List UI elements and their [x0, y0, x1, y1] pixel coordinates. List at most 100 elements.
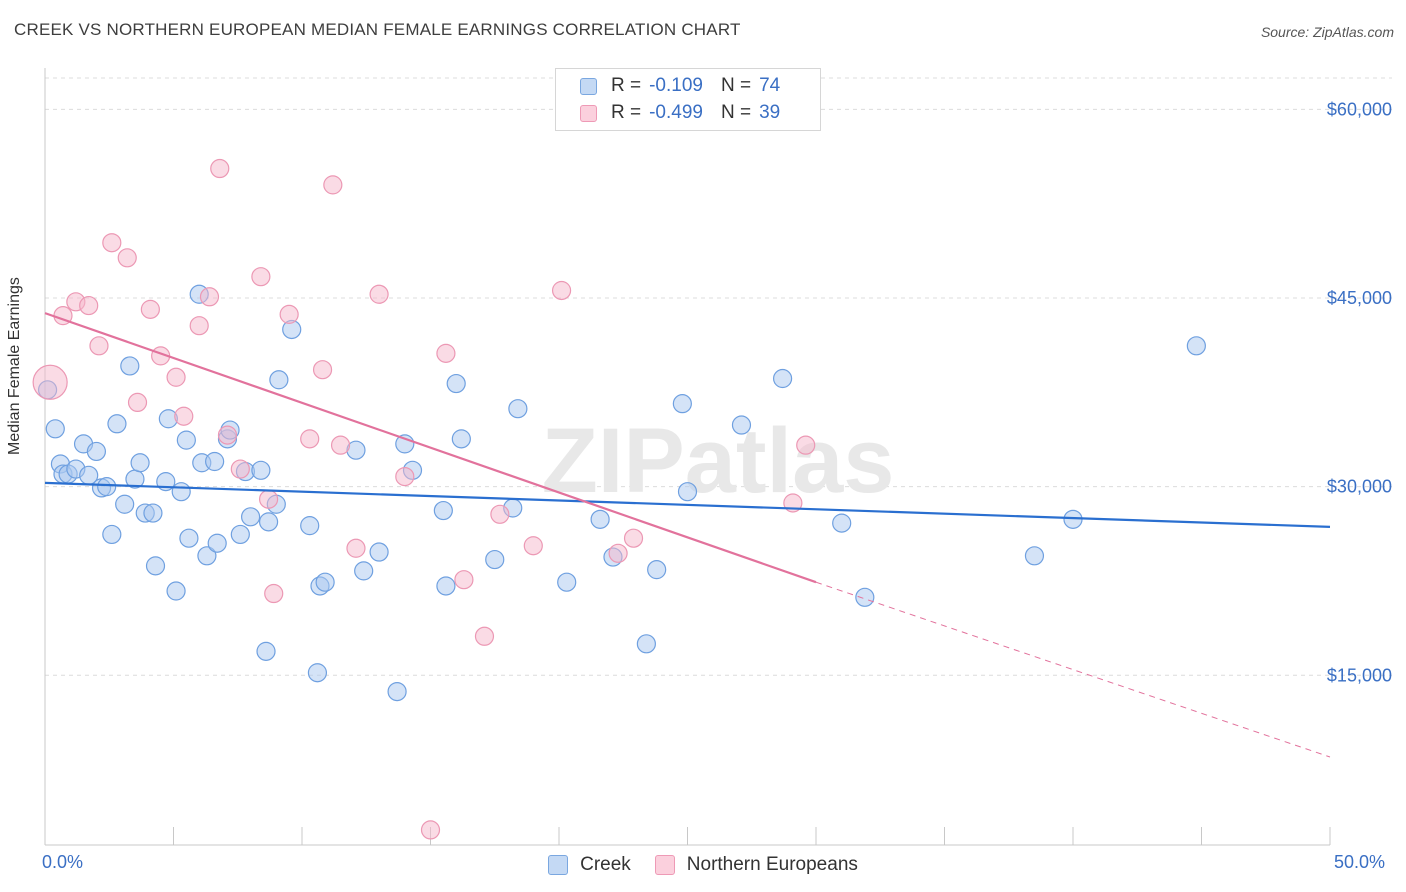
creek-point: [387, 681, 407, 702]
northern-swatch: [654, 855, 675, 875]
creek-point: [647, 560, 667, 580]
trend-lines: [44, 312, 1331, 758]
creek-point: [230, 524, 250, 545]
northern-point: [174, 406, 194, 426]
creek-point: [45, 419, 65, 439]
northern-trend-extension: [815, 581, 1331, 758]
legend-item-creek: Creek: [548, 854, 631, 876]
y-axis-label: Median Female Earnings: [6, 277, 23, 455]
creek-point: [130, 453, 150, 473]
creek-point: [772, 368, 793, 389]
stats-box: R = -0.109 N = 74 R = -0.499 N = 39: [555, 68, 821, 131]
northern-point: [79, 295, 99, 316]
creek-trend-line: [44, 481, 1331, 528]
creek-point: [1024, 546, 1045, 566]
creek-point: [731, 415, 752, 435]
northern-point: [217, 425, 238, 445]
northern-point: [608, 543, 628, 563]
northern-point: [117, 248, 137, 268]
creek-point: [300, 516, 320, 536]
northern-point: [140, 299, 160, 319]
creek-swatch: [548, 855, 569, 875]
y-tick-labels: $15,000 $30,000 $45,000 $60,000: [1327, 99, 1392, 685]
creek-point: [171, 482, 191, 502]
legend: Creek Northern Europeans: [0, 852, 1406, 878]
creek-point: [102, 524, 122, 545]
creek-point: [115, 494, 135, 514]
northern-point: [551, 280, 572, 301]
creek-point: [179, 528, 199, 548]
creek-point: [207, 533, 227, 553]
northern-point: [623, 528, 644, 548]
northern-point: [474, 626, 495, 646]
northern-point: [300, 429, 320, 449]
northern-point: [420, 820, 441, 840]
data-points: [32, 158, 1206, 840]
northern-trend-line: [44, 312, 817, 584]
watermark: ZIPatlas: [542, 410, 895, 512]
x-tick-min: 0.0%: [42, 852, 84, 872]
creek-point: [120, 356, 140, 376]
r-label: R =: [611, 102, 642, 123]
creek-point: [446, 373, 466, 394]
creek-point: [205, 451, 225, 472]
r-value: -0.109: [649, 75, 703, 96]
creek-point: [433, 500, 453, 521]
r-label: R =: [611, 75, 642, 96]
northern-point: [210, 158, 230, 179]
y-tick-label: $15,000: [1327, 665, 1392, 685]
northern-point: [454, 570, 474, 590]
northern-point: [258, 489, 279, 509]
r-value: -0.499: [649, 102, 703, 123]
creek-point: [315, 572, 335, 592]
creek-point: [107, 414, 127, 434]
northern-point: [32, 364, 68, 400]
legend-item-northern: Northern Europeans: [654, 854, 858, 876]
northern-point: [490, 504, 510, 524]
creek-point: [354, 561, 374, 581]
n-label: N =: [720, 102, 752, 123]
northern-point: [127, 392, 148, 413]
creek-point: [451, 429, 471, 449]
northern-point: [346, 538, 366, 558]
creek-point: [258, 512, 279, 532]
creek-point: [143, 503, 163, 523]
legend-label: Creek: [580, 854, 631, 875]
creek-point: [97, 477, 117, 497]
stats-row-creek: R = -0.109 N = 74: [580, 73, 780, 99]
y-tick-label: $60,000: [1327, 99, 1392, 119]
creek-point: [672, 394, 692, 414]
northern-point: [312, 360, 333, 380]
creek-point: [557, 572, 577, 592]
stats-row-northern: R = -0.499 N = 39: [580, 100, 780, 126]
n-label: N =: [720, 75, 752, 96]
northern-point: [279, 304, 299, 324]
northern-point: [251, 267, 271, 287]
creek-point: [636, 634, 656, 654]
creek-point: [145, 556, 166, 576]
northern-point: [369, 284, 389, 304]
northern-point: [230, 459, 250, 479]
creek-point: [369, 542, 389, 562]
northern-swatch: [580, 104, 597, 122]
creek-point: [86, 441, 107, 462]
creek-point: [590, 509, 610, 529]
northern-point: [89, 336, 109, 356]
y-tick-label: $30,000: [1327, 477, 1392, 497]
northern-point: [436, 343, 456, 363]
creek-point: [1186, 336, 1206, 356]
creek-point: [436, 576, 456, 596]
creek-swatch: [580, 77, 597, 95]
n-value: 74: [759, 75, 781, 96]
creek-point: [677, 482, 698, 502]
northern-point: [189, 316, 209, 336]
n-value: 39: [759, 102, 781, 123]
y-tick-label: $45,000: [1327, 288, 1392, 308]
creek-point: [832, 513, 852, 533]
northern-point: [395, 466, 415, 487]
source-label: Source: ZipAtlas.com: [1260, 24, 1394, 40]
x-tick-max: 50.0%: [1334, 852, 1386, 872]
northern-point: [264, 583, 284, 604]
grid-lines: [45, 77, 1392, 676]
